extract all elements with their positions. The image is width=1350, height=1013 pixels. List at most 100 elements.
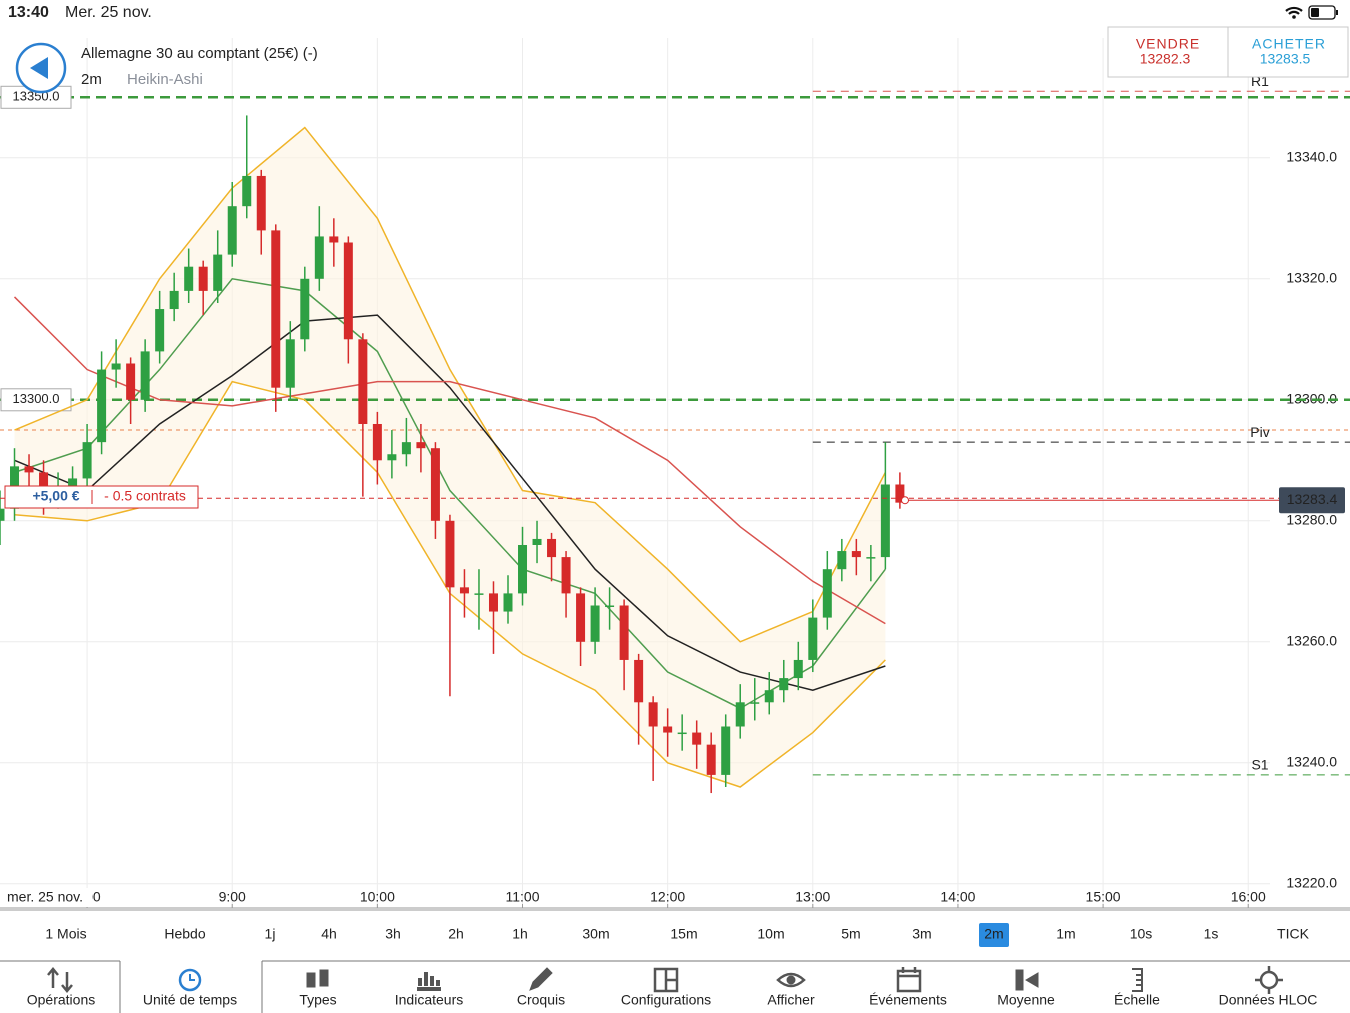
toolbar-button[interactable]: Configurations [621, 992, 711, 1008]
position-size: - 0.5 contrats [104, 488, 186, 504]
order-label-box[interactable] [0, 388, 72, 412]
toolbar-button[interactable]: Afficher [767, 992, 815, 1008]
candle-body [721, 726, 731, 775]
wifi-dot [1292, 15, 1296, 19]
candle-body [82, 442, 92, 479]
icon-types [319, 969, 329, 987]
toolbar-button[interactable]: Échelle [1114, 992, 1160, 1008]
candle-body [387, 454, 397, 461]
candle-body [416, 442, 426, 449]
candle-body [155, 309, 165, 352]
icon-hloc-cross [1255, 966, 1283, 994]
candle-body [837, 551, 847, 570]
candle-body [764, 690, 774, 703]
sell-button[interactable]: VENDRE [1136, 36, 1200, 52]
timeframe-option[interactable]: 1s [1204, 926, 1219, 942]
timeframe-option[interactable]: 1j [265, 926, 276, 942]
candle-body [735, 702, 745, 727]
y-tick-label: 13260.0 [1286, 633, 1337, 649]
candle-body [488, 593, 498, 612]
candle-body [459, 587, 469, 594]
candle-body [547, 538, 557, 558]
candle-body [779, 678, 789, 691]
icon-average-arrow [1025, 972, 1039, 988]
timeframe-option[interactable]: TICK [1277, 926, 1310, 942]
buy-button[interactable]: ACHETER [1252, 36, 1326, 52]
icon-time [178, 968, 202, 992]
icon-time-hands [189, 974, 195, 981]
toolbar-icons [47, 966, 1283, 994]
candle-body [808, 617, 818, 660]
timeframe-option[interactable]: 3h [385, 926, 401, 942]
candle-body [532, 538, 542, 545]
position-box[interactable] [4, 485, 199, 509]
timeframe-option[interactable]: Hebdo [164, 926, 205, 942]
order-label: 13350.0 [13, 89, 60, 104]
candle-body [474, 593, 484, 595]
x-tick-label: 9:00 [219, 889, 246, 905]
toolbar-button[interactable]: Indicateurs [395, 992, 463, 1008]
icon-indicators [417, 972, 441, 991]
pivot-label: S1 [1251, 757, 1268, 773]
back-arrow [30, 57, 48, 79]
candle-body [0, 508, 5, 521]
timeframe-option[interactable]: 1 Mois [45, 926, 86, 942]
chart-style: Heikin-Ashi [127, 71, 203, 88]
candle-body [648, 702, 658, 727]
wifi-icon [1285, 6, 1303, 15]
x-tick-label: 14:00 [940, 889, 975, 905]
y-tick-label: 13280.0 [1286, 511, 1337, 527]
date-label: mer. 25 nov. [7, 889, 83, 905]
timeframe-option[interactable]: 1h [512, 926, 528, 942]
toolbar-button[interactable]: Unité de temps [143, 992, 237, 1008]
candle-body [518, 544, 528, 594]
x-tick-label: 15:00 [1086, 889, 1121, 905]
icon-sketch [529, 967, 553, 991]
candle-body [227, 206, 237, 255]
candle-body [445, 520, 455, 588]
pivot-label: Piv [1250, 424, 1269, 440]
candle-body [663, 726, 673, 733]
timeframe-option[interactable]: 2m [984, 926, 1003, 942]
y-tick-label: 13320.0 [1286, 269, 1337, 285]
candle-body [677, 732, 687, 735]
timeframe-option[interactable]: 1m [1056, 926, 1075, 942]
timeframe-option[interactable]: 10m [757, 926, 784, 942]
icon-types [306, 972, 316, 988]
candle-body [851, 551, 861, 558]
y-tick-label: 13340.0 [1286, 148, 1337, 164]
toolbar-button[interactable]: Opérations [27, 992, 95, 1008]
candle-body [329, 236, 339, 243]
toolbar-button[interactable]: Croquis [517, 992, 565, 1008]
toolbar-button[interactable]: Événements [869, 992, 947, 1008]
y-tick-label: 13240.0 [1286, 754, 1337, 770]
band-fill [14, 127, 886, 787]
toolbar-button[interactable]: Données HLOC [1219, 992, 1318, 1008]
icon-operations [47, 967, 73, 993]
date-label-bg [0, 888, 92, 907]
toolbar-button[interactable]: Moyenne [997, 992, 1055, 1008]
toolbar-button[interactable]: Types [299, 992, 336, 1008]
battery-tip [1336, 10, 1338, 15]
candle-body [271, 230, 281, 388]
timeframe-option[interactable]: 30m [582, 926, 609, 942]
candle-body [358, 339, 368, 424]
timeframe-option[interactable]: 3m [912, 926, 931, 942]
timeframe-option[interactable]: 15m [670, 926, 697, 942]
timeframe-option[interactable]: 10s [1130, 926, 1153, 942]
timeframe-option[interactable]: 5m [841, 926, 860, 942]
timeframe-option[interactable]: 2h [448, 926, 464, 942]
candle-body [97, 369, 107, 443]
candle-body [880, 484, 890, 558]
icon-average [1015, 969, 1024, 991]
candle-body [343, 242, 353, 340]
indicator-line [13, 296, 886, 625]
icon-events-top [898, 967, 920, 978]
icon-hloc [1259, 970, 1279, 990]
y-tick-label: 13220.0 [1286, 875, 1337, 891]
timeframe-option[interactable]: 4h [321, 926, 337, 942]
icon-events [896, 969, 922, 993]
candle-body [750, 702, 760, 704]
sell-price: 13282.3 [1140, 51, 1191, 67]
candle-body [401, 442, 411, 455]
